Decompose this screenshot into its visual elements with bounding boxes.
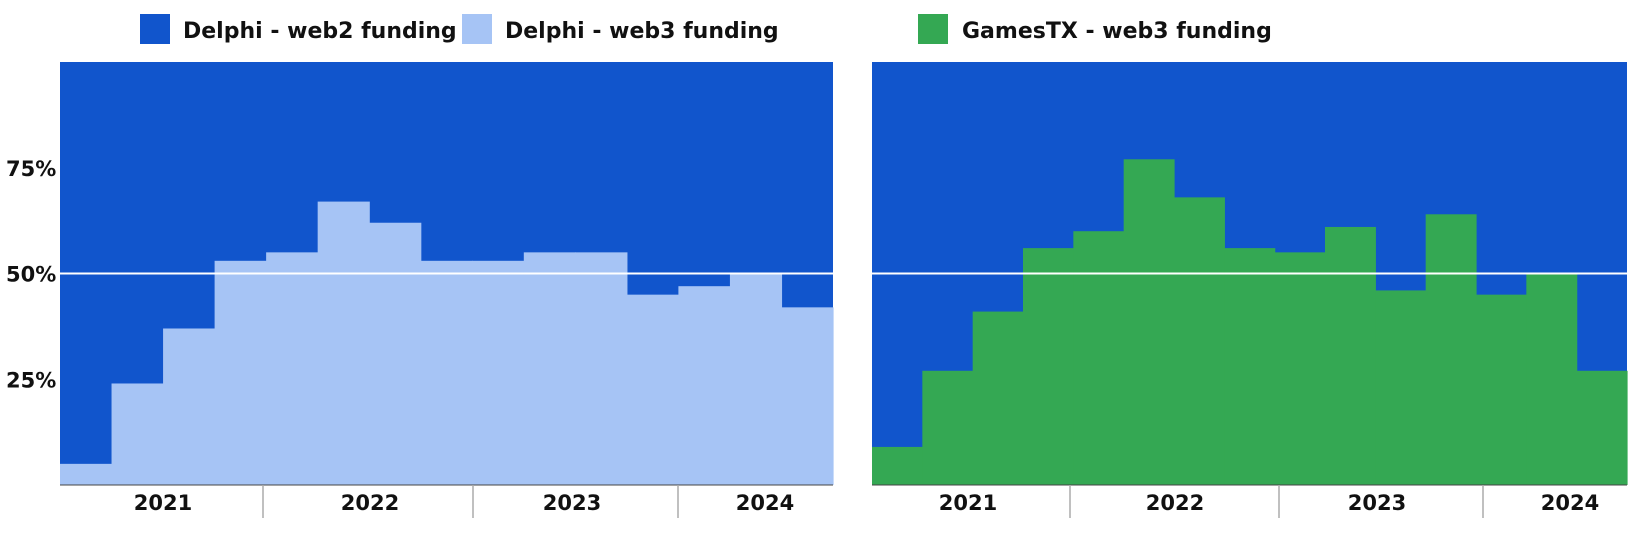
gamestx-web3-step-5 [1073,231,1125,485]
gamestx-web3-step-7 [1174,197,1225,486]
legend-swatch-1 [140,14,170,44]
delphi-year-label-2021: 2021 [134,491,192,515]
legend-label-1: Delphi - web2 funding [183,19,457,44]
legend-swatch-3 [918,14,948,44]
gamestx-web3-step-1 [872,446,923,485]
delphi-web3-step-9 [472,260,525,485]
delphi-year-label-2022: 2022 [341,491,399,515]
delphi-web3-step-5 [266,252,319,485]
legend: Delphi - web2 funding Delphi - web3 fundi… [140,14,1272,44]
gamestx-web3-step-6 [1123,159,1175,486]
delphi-web3-step-8 [420,260,473,485]
delphi-web3-step-15 [781,307,834,485]
gamestx-year-label-2023: 2023 [1348,491,1406,515]
gamestx-web3-step-4 [1023,248,1074,485]
delphi-y-tick-50: 50% [6,263,56,287]
delphi-web3-step-2 [111,383,164,485]
delphi-y-tick-25: 25% [6,368,56,392]
delphi-year-label-2024: 2024 [736,491,794,515]
gamestx-web3-step-8 [1224,248,1276,485]
gamestx-year-label-2021: 2021 [939,491,997,515]
delphi-web3-step-1 [60,463,113,485]
gamestx-web3-step-15 [1576,370,1628,485]
delphi-web3-step-3 [163,328,216,485]
gamestx-web3-step-9 [1274,252,1326,485]
delphi-web3-step-4 [214,260,267,485]
gamestx-web3-step-14 [1526,273,1578,485]
legend-swatch-2 [462,14,492,44]
gamestx-year-label-2022: 2022 [1146,491,1204,515]
delphi-web3-step-12 [626,294,679,485]
gamestx-chart: 2021 2022 2023 2024 [872,62,1628,518]
gamestx-year-label-2024: 2024 [1541,491,1599,515]
legend-label-3: GamesTX - web3 funding [962,19,1272,44]
delphi-web3-step-10 [523,252,576,485]
delphi-web3-step-7 [369,222,422,486]
gamestx-web3-step-13 [1476,294,1527,485]
gamestx-web3-step-12 [1425,214,1477,485]
delphi-year-label-2023: 2023 [543,491,601,515]
delphi-web3-step-13 [678,286,731,485]
delphi-y-tick-75: 75% [6,157,56,181]
delphi-web3-step-6 [317,201,370,485]
gamestx-web3-step-10 [1325,226,1376,485]
delphi-web3-step-11 [575,252,628,485]
legend-label-2: Delphi - web3 funding [505,19,779,44]
gamestx-web3-step-2 [922,370,974,485]
gamestx-web3-step-3 [972,311,1024,485]
gamestx-web3-step-11 [1375,290,1427,485]
delphi-web3-step-14 [729,273,783,485]
delphi-chart: 2021 2022 2023 2024 25% 50% 75% [6,62,834,518]
